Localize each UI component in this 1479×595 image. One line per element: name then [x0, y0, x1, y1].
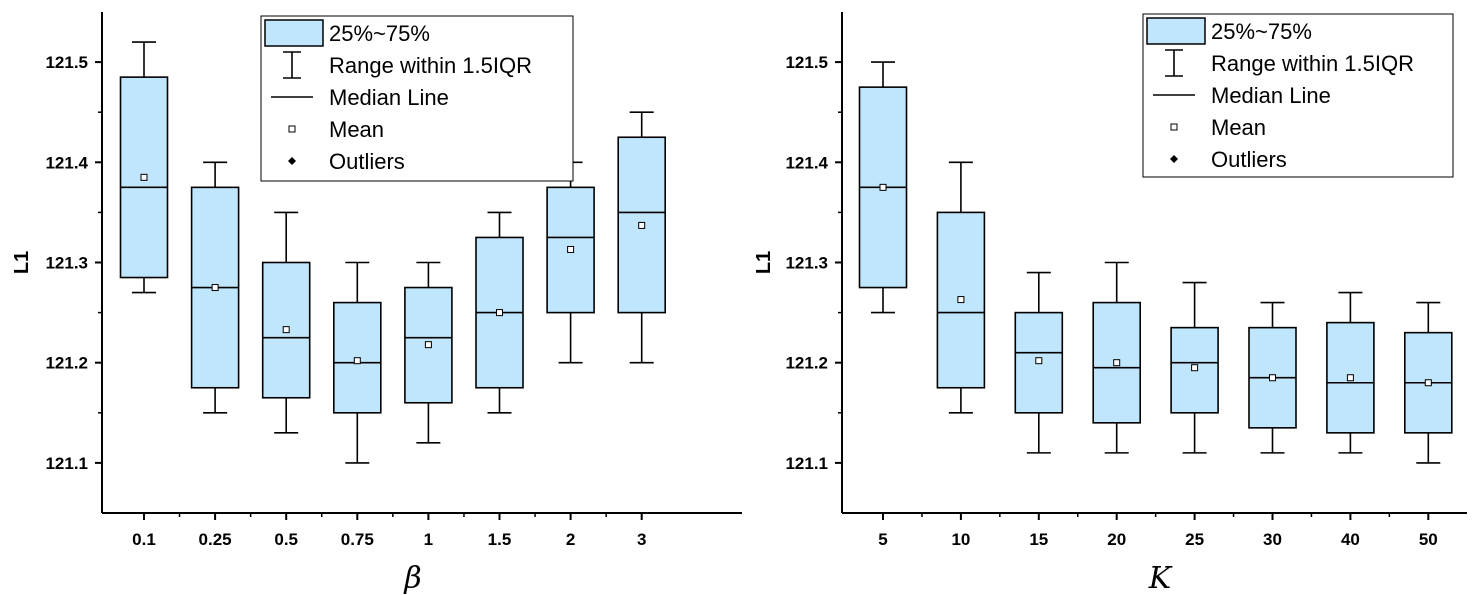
mean-marker	[424, 341, 432, 349]
x-tick-label: 1	[424, 530, 433, 549]
box-15	[1014, 271, 1064, 454]
legend-label: Median Line	[1211, 83, 1331, 108]
mean-marker	[879, 183, 887, 191]
y-tick-label: 121.2	[45, 354, 88, 373]
x-tick-label: 2	[566, 530, 575, 549]
x-tick-label: 0.5	[274, 530, 298, 549]
y-tick-label: 121.5	[45, 53, 88, 72]
mean-marker	[211, 284, 219, 292]
box-0.1	[119, 41, 169, 294]
box-0.75	[332, 261, 382, 464]
y-tick-label: 121.4	[785, 153, 828, 172]
mean-marker	[1424, 379, 1432, 387]
x-tick-label: 15	[1029, 530, 1048, 549]
mean-marker	[567, 245, 575, 253]
box-3	[617, 111, 667, 364]
box-20	[1092, 261, 1141, 454]
legend-label: 25%~75%	[1211, 19, 1312, 44]
legend-label: Range within 1.5IQR	[1211, 51, 1414, 76]
y-tick-label: 121.1	[785, 454, 828, 473]
legend-label: Outliers	[329, 149, 405, 174]
y-tick-label: 121.4	[45, 153, 88, 172]
legend: 25%~75% Range within 1.5IQR Median Line Mea…	[1142, 13, 1454, 178]
mean-marker	[282, 326, 290, 334]
box-plot-k: 121.1 121.2 121.3 121.4 121.5 L1 5 10 15 20 25 30 40…	[753, 12, 1467, 595]
x-tick-label: 3	[637, 530, 646, 549]
mean-marker	[496, 309, 503, 317]
mean-marker	[140, 173, 148, 181]
x-tick-label: 1.5	[488, 530, 512, 549]
x-tick-label: 20	[1107, 530, 1126, 549]
legend-swatch-box	[264, 19, 324, 47]
box-1.5	[475, 211, 524, 414]
x-tick-label: 0.25	[199, 530, 232, 549]
x-tick-label: 0.1	[132, 530, 156, 549]
mean-marker	[353, 357, 361, 365]
box-2	[546, 161, 595, 364]
x-tick-label: 40	[1341, 530, 1360, 549]
y-tick-label: 121.3	[45, 254, 88, 273]
mean-marker	[1035, 357, 1043, 365]
legend-swatch-mean	[1170, 123, 1178, 131]
box-50	[1404, 301, 1453, 464]
y-axis-label: L1	[11, 251, 33, 274]
legend-swatch-box	[1146, 17, 1206, 45]
mean-marker	[1346, 374, 1354, 382]
x-axis-label: β	[403, 561, 421, 595]
legend-label: Outliers	[1211, 147, 1287, 172]
legend-label: Mean	[329, 117, 384, 142]
legend-swatch-mean	[288, 125, 296, 133]
x-tick-label: 30	[1263, 530, 1282, 549]
box-5	[858, 61, 908, 314]
x-axis-label: K	[1148, 561, 1173, 595]
y-tick-label: 121.3	[785, 254, 828, 273]
legend-label: Mean	[1211, 115, 1266, 140]
mean-marker	[1113, 359, 1121, 367]
box-1	[404, 261, 453, 444]
y-axis-label: L1	[753, 251, 775, 274]
legend-label: 25%~75%	[329, 21, 430, 46]
mean-marker	[957, 296, 965, 304]
y-tick-label: 121.5	[785, 53, 828, 72]
mean-marker	[638, 221, 646, 229]
box-0.25	[190, 161, 240, 414]
box-0.5	[261, 211, 311, 434]
box-10	[936, 161, 986, 414]
box-40	[1326, 291, 1375, 454]
legend-swatch-outlier	[288, 157, 296, 165]
y-tick-label: 121.1	[45, 454, 88, 473]
mean-marker	[1269, 374, 1276, 382]
legend: 25%~75% Range within 1.5IQR Median Line Mea…	[260, 15, 574, 182]
legend-swatch-outlier	[1170, 155, 1178, 163]
legend-label: Median Line	[329, 85, 449, 110]
x-tick-label: 50	[1419, 530, 1438, 549]
legend-label: Range within 1.5IQR	[329, 53, 532, 78]
box-25	[1170, 281, 1219, 454]
x-tick-label: 5	[878, 530, 887, 549]
mean-marker	[1191, 364, 1199, 372]
x-tick-label: 25	[1185, 530, 1204, 549]
y-tick-label: 121.2	[785, 354, 828, 373]
x-tick-label: 0.75	[341, 530, 374, 549]
x-tick-label: 10	[951, 530, 970, 549]
box-30	[1248, 301, 1297, 454]
